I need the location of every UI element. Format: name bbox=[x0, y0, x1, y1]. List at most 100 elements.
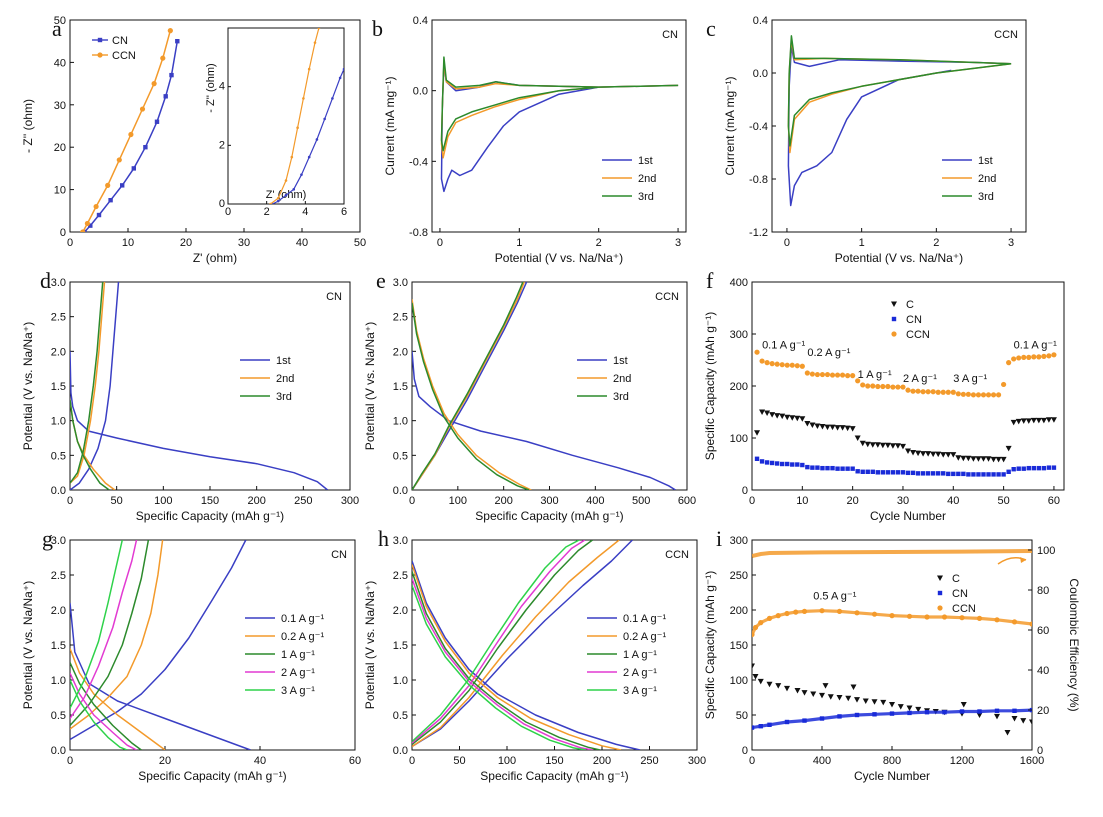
x-tick-label: 50 bbox=[111, 495, 123, 507]
data-point bbox=[925, 451, 932, 457]
series-line bbox=[70, 540, 124, 709]
series-line bbox=[412, 560, 641, 750]
data-point bbox=[994, 713, 1000, 720]
data-point bbox=[810, 691, 817, 697]
x-tick-label: 3 bbox=[1008, 237, 1014, 249]
data-point bbox=[829, 372, 836, 378]
data-point bbox=[995, 392, 1002, 398]
data-point bbox=[960, 455, 967, 462]
legend-label: 0.1 A g⁻¹ bbox=[623, 613, 666, 625]
inset-y-tick-label: 0 bbox=[219, 198, 225, 210]
y-tick-label: 150 bbox=[730, 640, 748, 652]
data-point bbox=[764, 460, 770, 465]
plot-area bbox=[754, 349, 1057, 477]
data-point bbox=[956, 471, 961, 477]
legend-marker bbox=[937, 590, 943, 596]
x-tick-label: 10 bbox=[122, 237, 134, 249]
data-point bbox=[779, 362, 785, 368]
data-point bbox=[966, 472, 971, 477]
x-tick-label: 30 bbox=[897, 495, 909, 507]
y-tick-label: 0.5 bbox=[393, 450, 408, 462]
data-point bbox=[784, 362, 790, 368]
data-point bbox=[128, 131, 134, 138]
data-point bbox=[1015, 418, 1022, 425]
y-tick-label: 50 bbox=[736, 710, 748, 722]
x-tick-label: 500 bbox=[632, 495, 650, 507]
data-point bbox=[1036, 354, 1042, 360]
data-point bbox=[139, 106, 146, 112]
data-point bbox=[790, 462, 795, 467]
legend-label: 2nd bbox=[276, 373, 294, 385]
data-point bbox=[154, 119, 160, 124]
data-point bbox=[769, 412, 776, 418]
data-point bbox=[869, 442, 876, 448]
series-line bbox=[412, 282, 525, 490]
data-point bbox=[799, 416, 806, 422]
x-axis-label: Specific Capacity (mAh g⁻¹) bbox=[138, 769, 286, 783]
panel-g: g 0 20 40 60 0.0 0.5 1.0 1.5 2.0 2.5 3.0 Specific Ca… bbox=[21, 526, 361, 783]
x-tick-label: 300 bbox=[341, 495, 359, 507]
data-point bbox=[829, 424, 836, 431]
data-point bbox=[1001, 472, 1006, 477]
panel-d: d 0 50 100 150 200 250 300 0.0 0.5 1.0 1.5 2.0 2.5 3.0… bbox=[21, 268, 359, 523]
data-point bbox=[835, 466, 840, 471]
legend-label: 1 A g⁻¹ bbox=[281, 649, 315, 661]
data-point bbox=[951, 471, 956, 477]
panel-h: h 0 50 100 150 200 250 300 0.0 0.5 1.0 1.5 2.0 2.5 3.0… bbox=[363, 526, 706, 783]
series-line bbox=[70, 602, 251, 750]
x-tick-label: 50 bbox=[453, 755, 465, 767]
inset-data-point bbox=[302, 97, 305, 100]
x-axis-label: Cycle Number bbox=[854, 769, 930, 783]
data-point bbox=[794, 688, 801, 694]
data-point bbox=[874, 442, 881, 448]
y-tick-label: 3.0 bbox=[51, 277, 66, 289]
data-point bbox=[960, 702, 967, 708]
x-tick-label: 1600 bbox=[1020, 755, 1044, 767]
legend-marker bbox=[937, 605, 943, 611]
series-line bbox=[70, 672, 137, 750]
panel-letter: e bbox=[376, 268, 386, 293]
y2-tick-label: 60 bbox=[1037, 625, 1049, 637]
data-point bbox=[970, 392, 977, 398]
legend-label: CN bbox=[112, 35, 128, 47]
data-point bbox=[860, 382, 866, 388]
data-point bbox=[799, 363, 805, 369]
data-point bbox=[1041, 353, 1047, 359]
x-tick-label: 10 bbox=[796, 495, 808, 507]
y-tick-label: 1.0 bbox=[51, 416, 66, 428]
rate-annotation: 0.1 A g⁻¹ bbox=[1014, 340, 1057, 352]
data-point bbox=[854, 435, 861, 441]
inset-data-point bbox=[300, 173, 303, 176]
data-point bbox=[1025, 418, 1032, 424]
inset-x-tick-label: 4 bbox=[302, 206, 308, 218]
data-point bbox=[980, 392, 987, 398]
inset-data-point bbox=[331, 97, 334, 100]
data-point bbox=[975, 456, 982, 462]
data-point bbox=[935, 389, 941, 395]
x-tick-label: 1 bbox=[859, 237, 865, 249]
data-point bbox=[945, 452, 952, 458]
data-point bbox=[965, 391, 971, 397]
series-line bbox=[440, 56, 679, 152]
data-point bbox=[915, 388, 921, 394]
data-point bbox=[834, 425, 841, 431]
rate-annotation: 2 A g⁻¹ bbox=[903, 373, 937, 385]
data-point bbox=[754, 456, 760, 461]
data-point bbox=[822, 683, 829, 689]
inset-y-tick-label: 4 bbox=[219, 81, 225, 93]
data-point bbox=[819, 424, 826, 430]
x-tick-label: 200 bbox=[247, 495, 265, 507]
plot-frame bbox=[69, 539, 356, 751]
data-point bbox=[897, 704, 904, 710]
legend-label: CCN bbox=[906, 329, 930, 341]
series-line bbox=[70, 282, 120, 490]
inset-data-point bbox=[307, 67, 311, 71]
data-point bbox=[920, 471, 926, 476]
axis-arrow-head bbox=[1020, 557, 1026, 563]
data-point bbox=[890, 470, 896, 475]
inset-data-point bbox=[292, 188, 296, 191]
panel-f: f 0 10 20 30 40 50 60 0 100 200 300 400 Cycle Number S… bbox=[703, 268, 1065, 523]
data-point bbox=[1046, 353, 1052, 359]
series-line bbox=[412, 351, 676, 490]
y-tick-label: -0.8 bbox=[749, 174, 768, 186]
